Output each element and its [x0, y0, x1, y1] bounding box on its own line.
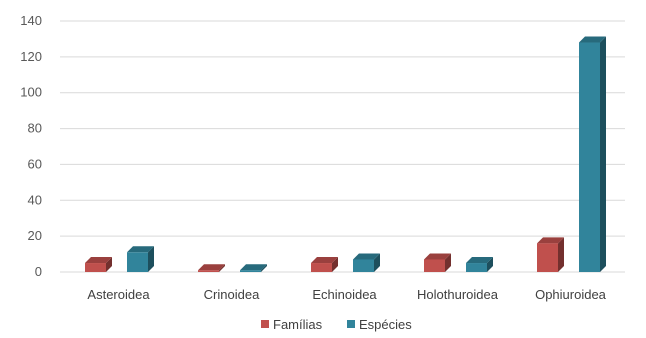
legend-item: Famílias — [261, 317, 323, 332]
bar-crinoidea-especies — [240, 264, 267, 272]
y-tick-label: 100 — [20, 85, 42, 100]
bar-crinoidea-familias — [198, 264, 225, 272]
bars — [85, 36, 606, 273]
x-axis-labels: Asteroidea Crinoidea Echinoidea Holothuroid… — [87, 287, 606, 302]
y-tick-label: 80 — [28, 121, 42, 136]
bar-asteroidea-especies — [127, 246, 154, 272]
legend: Famílias Espécies — [261, 317, 412, 332]
legend-label: Famílias — [273, 317, 323, 332]
legend-label: Espécies — [359, 317, 412, 332]
bar-holothuroidea-especies — [466, 257, 493, 272]
legend-item: Espécies — [347, 317, 412, 332]
bar-ophiuroidea-familias — [537, 237, 564, 272]
legend-swatch — [347, 320, 355, 328]
bar-echinoidea-familias — [311, 257, 338, 272]
y-tick-label: 140 — [20, 13, 42, 28]
x-tick-label: Holothuroidea — [417, 287, 499, 302]
x-tick-label: Ophiuroidea — [535, 287, 607, 302]
y-tick-label: 60 — [28, 156, 42, 171]
gridlines — [60, 20, 625, 273]
y-tick-label: 40 — [28, 192, 42, 207]
x-tick-label: Crinoidea — [204, 287, 260, 302]
legend-swatch — [261, 320, 269, 328]
bar-ophiuroidea-especies — [579, 36, 606, 273]
x-tick-label: Echinoidea — [312, 287, 377, 302]
y-tick-label: 120 — [20, 49, 42, 64]
y-axis-ticks: 0 20 40 60 80 100 120 140 — [20, 13, 42, 279]
bar-echinoidea-especies — [353, 253, 380, 272]
x-tick-label: Asteroidea — [87, 287, 150, 302]
bar-holothuroidea-familias — [424, 253, 451, 272]
y-tick-label: 0 — [35, 264, 42, 279]
y-tick-label: 20 — [28, 228, 42, 243]
bar-asteroidea-familias — [85, 257, 112, 272]
